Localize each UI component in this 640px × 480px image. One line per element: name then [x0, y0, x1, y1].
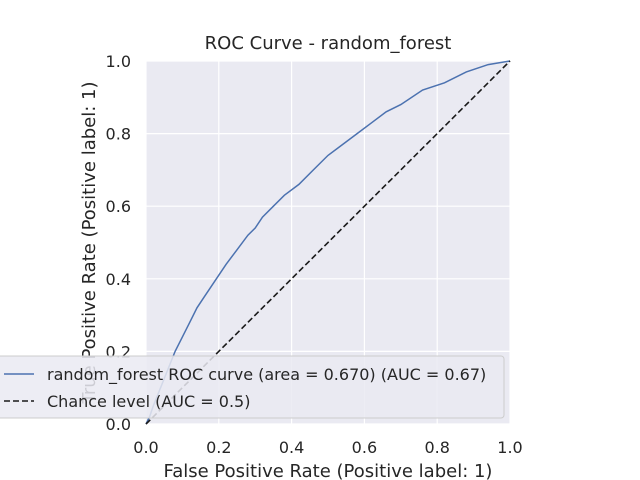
x-tick-label: 0.0 — [133, 438, 158, 457]
legend: random_forest ROC curve (area = 0.670) (… — [0, 355, 505, 419]
legend-box — [0, 355, 505, 419]
x-axis-label: False Positive Rate (Positive label: 1) — [164, 461, 493, 480]
chart-title: ROC Curve - random_forest — [205, 33, 452, 54]
y-tick-label: 0.8 — [106, 125, 131, 144]
x-tick-label: 0.8 — [424, 438, 449, 457]
x-tick-label: 0.4 — [279, 438, 304, 457]
x-tick-label: 0.2 — [206, 438, 231, 457]
y-tick-label: 0.0 — [106, 415, 131, 434]
x-tick-label: 1.0 — [497, 438, 522, 457]
y-tick-label: 0.4 — [106, 270, 131, 289]
legend-entry: Chance level (AUC = 0.5) — [47, 392, 250, 411]
y-tick-label: 1.0 — [106, 52, 131, 71]
y-tick-label: 0.6 — [106, 197, 131, 216]
legend-entry: random_forest ROC curve (area = 0.670) (… — [47, 365, 486, 385]
x-tick-label: 0.6 — [352, 438, 377, 457]
roc-curve-line — [145, 60, 511, 425]
y-axis-label: True Positive Rate (Positive label: 1) — [79, 82, 100, 405]
